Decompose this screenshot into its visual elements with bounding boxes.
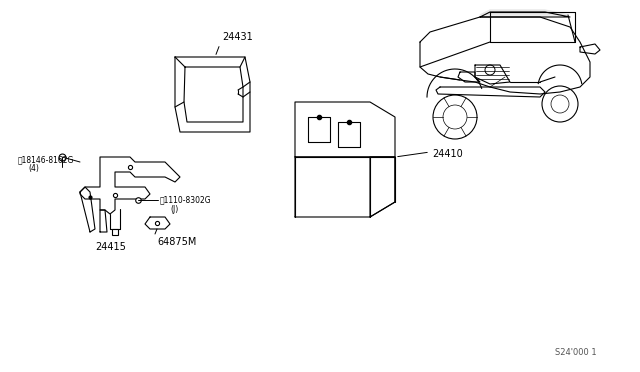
Polygon shape — [480, 10, 568, 15]
Text: 24410: 24410 — [432, 149, 463, 159]
Text: 64875M: 64875M — [157, 237, 196, 247]
Text: 24431: 24431 — [222, 32, 253, 42]
Text: Ⓜ18146-8162G: Ⓜ18146-8162G — [18, 155, 74, 164]
Text: S24'000 1: S24'000 1 — [555, 348, 596, 357]
Text: (4): (4) — [28, 164, 39, 173]
Text: ⑂1110-8302G: ⑂1110-8302G — [160, 196, 212, 205]
Text: (J): (J) — [170, 205, 179, 214]
Text: 24415: 24415 — [95, 242, 126, 252]
